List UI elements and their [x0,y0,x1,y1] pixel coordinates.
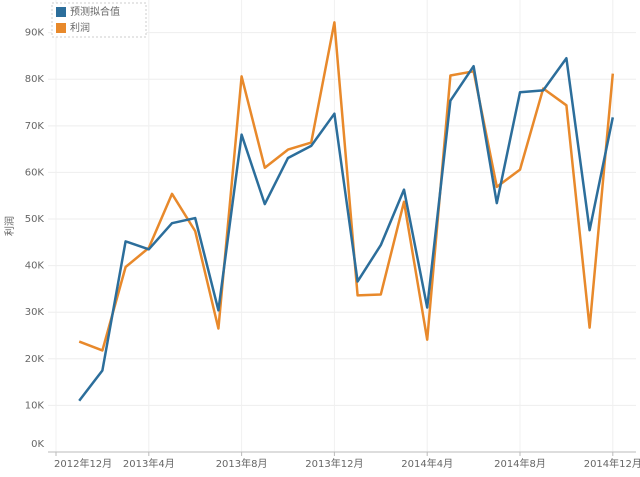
series-line [78,21,615,352]
legend-box [51,2,147,38]
y-tick-label: 70K [25,121,45,132]
x-tick-label: 2013年8月 [216,457,268,470]
y-tick-label: 80K [25,74,45,85]
x-tick-label: 2014年8月 [494,457,546,470]
y-tick-label: 0K [31,439,44,450]
y-tick-label: 40K [25,261,45,272]
y-tick-label: 10K [25,400,45,411]
y-tick-label: 20K [25,354,45,365]
y-axis-title: 利润 [3,216,16,236]
legend-label: 预测拟合值 [70,5,120,18]
legend-swatch [56,7,66,17]
y-tick-label: 90K [25,28,45,39]
legend-swatch [56,23,66,33]
x-tick-label: 2013年12月 [305,457,363,470]
y-tick-label: 50K [25,214,45,225]
y-tick-label: 60K [25,167,45,178]
x-tick-label: 2013年4月 [123,457,175,470]
x-tick-label: 2014年4月 [401,457,453,470]
x-tick-label: 2014年12月 [584,457,640,470]
series-line [78,56,615,402]
y-tick-label: 30K [25,307,45,318]
x-tick-label: 2012年12月 [54,457,112,470]
legend-label: 利润 [70,21,90,34]
